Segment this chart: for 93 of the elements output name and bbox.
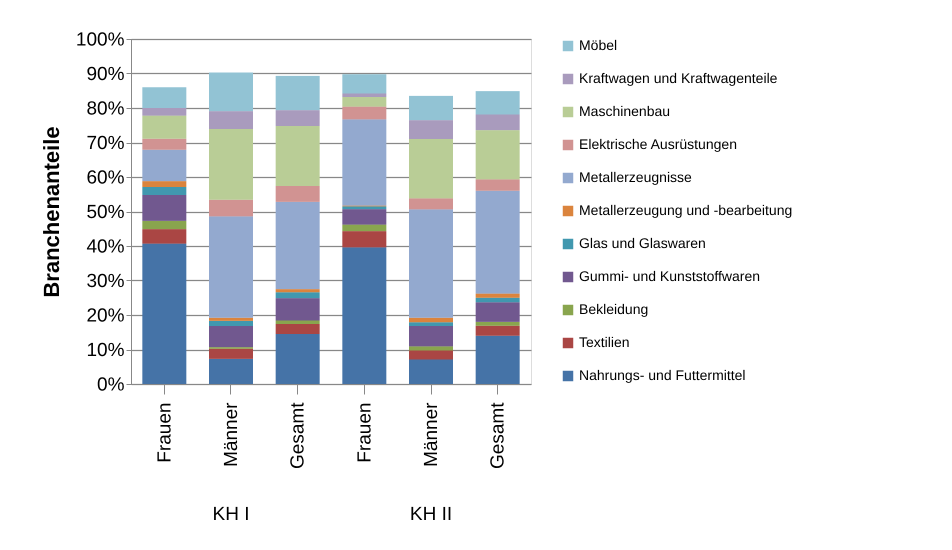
bar <box>142 108 186 116</box>
y-tick-label: 10% <box>86 340 125 361</box>
bar <box>476 114 520 130</box>
bar <box>142 244 186 384</box>
bar <box>276 320 320 324</box>
bar <box>142 220 186 230</box>
y-tick-label: 30% <box>86 271 125 292</box>
x-tick-label: Männer <box>221 402 242 467</box>
bar <box>476 294 520 298</box>
bar <box>409 198 453 210</box>
bar <box>409 350 453 360</box>
y-axis-title: Branchenanteile <box>38 126 64 298</box>
bar <box>142 181 186 188</box>
x-tick-label: Gesamt <box>488 402 509 470</box>
legend-label: Metallerzeugnisse <box>579 169 692 185</box>
bar <box>142 187 186 195</box>
bar <box>209 216 253 318</box>
bar <box>342 106 386 120</box>
bar <box>476 91 520 115</box>
bar <box>342 74 386 94</box>
y-tick-label: 40% <box>86 236 125 258</box>
legend-label: Möbel <box>579 37 618 53</box>
bar <box>476 302 520 322</box>
bar <box>209 111 253 130</box>
bar <box>409 346 453 351</box>
bar <box>476 326 520 336</box>
legend-label: Metallerzeugung und -bearbeitung <box>579 202 792 218</box>
bar <box>276 289 320 292</box>
legend-label: Nahrungs- und Futtermittel <box>579 367 746 383</box>
y-tick-label: 50% <box>86 202 125 223</box>
text: KH II <box>410 504 452 525</box>
x-tick-label: Männer <box>421 402 442 467</box>
bar <box>209 200 253 216</box>
bar <box>209 358 253 384</box>
legend-label: Maschinenbau <box>579 103 670 119</box>
bar <box>476 179 520 191</box>
bar <box>142 194 186 221</box>
bar <box>342 209 386 225</box>
bar <box>476 322 520 326</box>
bar <box>409 209 453 318</box>
bar <box>209 72 253 112</box>
bar <box>209 320 253 326</box>
bar <box>142 229 186 244</box>
bar <box>276 186 320 202</box>
bar <box>409 360 453 384</box>
bar <box>276 76 320 110</box>
y-tick-label: 70% <box>86 133 125 154</box>
bar <box>342 206 386 210</box>
bar <box>209 129 253 200</box>
bar <box>476 336 520 384</box>
y-tick-label: 80% <box>86 98 125 120</box>
bar <box>342 231 386 248</box>
bar <box>342 224 386 232</box>
legend-label: Textilien <box>579 334 630 350</box>
bar <box>409 120 453 140</box>
bar <box>342 96 386 107</box>
bar <box>476 190 520 294</box>
bar <box>142 116 186 139</box>
bar <box>142 138 186 150</box>
bar <box>342 247 386 384</box>
legend-label: Gummi- und Kunststoffwaren <box>579 268 760 284</box>
y-tick-label: 60% <box>86 168 125 188</box>
bar <box>342 94 386 97</box>
x-tick-label: Frauen <box>354 402 376 463</box>
legend-label: Glas und Glaswaren <box>579 235 706 251</box>
y-tick-label: 100% <box>76 30 125 50</box>
bar <box>409 326 453 346</box>
bar <box>476 130 520 180</box>
x-tick-label: Gesamt <box>288 402 309 470</box>
bar <box>342 119 386 206</box>
bar <box>409 139 453 198</box>
legend-label: Kraftwagen und Kraftwagenteile <box>579 70 778 86</box>
bar <box>409 96 453 120</box>
bar <box>276 298 320 321</box>
legend-label: Bekleidung <box>579 301 648 317</box>
y-tick-label: 0% <box>97 374 125 396</box>
legend-label: Elektrische Ausrüstungen <box>579 136 737 152</box>
text: KH I <box>212 504 250 525</box>
x-tick-label: Frauen <box>154 402 176 463</box>
bar <box>209 326 253 348</box>
bar <box>276 110 320 126</box>
bar <box>209 348 253 359</box>
y-tick-label: 90% <box>86 64 125 85</box>
bar <box>409 322 453 326</box>
bar <box>276 292 320 298</box>
bar <box>276 324 320 334</box>
y-tick-label: 20% <box>86 306 125 326</box>
bar <box>276 334 320 384</box>
bar <box>276 126 320 186</box>
bar <box>209 318 253 321</box>
bar <box>142 150 186 182</box>
bar <box>142 87 186 108</box>
bar <box>276 202 320 290</box>
